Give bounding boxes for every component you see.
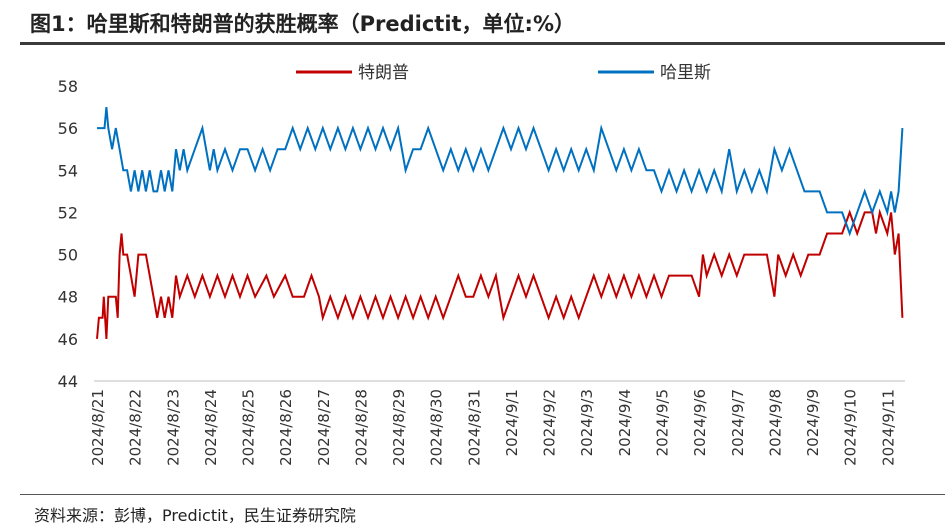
x-tick-label: 2024/9/9 bbox=[804, 389, 822, 456]
y-tick-label-58: 58 bbox=[58, 77, 78, 96]
y-tick-label-52: 52 bbox=[58, 203, 78, 222]
legend-label-1: 哈里斯 bbox=[660, 63, 711, 83]
legend: 特朗普 哈里斯 bbox=[296, 63, 711, 83]
x-tick-label: 2024/9/11 bbox=[879, 389, 897, 466]
x-tick-label: 2024/9/8 bbox=[766, 389, 784, 456]
source-note: 资料来源：彭博，Predictit，民生证券研究院 bbox=[34, 506, 356, 525]
x-tick-label: 2024/8/31 bbox=[465, 389, 483, 466]
y-tick-labels: 44 46 48 50 52 54 56 58 bbox=[58, 77, 78, 391]
y-tick-label-50: 50 bbox=[58, 246, 78, 265]
x-tick-label: 2024/9/3 bbox=[578, 389, 596, 456]
x-tick-label: 2024/8/29 bbox=[390, 389, 408, 466]
x-tick-label: 2024/8/25 bbox=[240, 389, 258, 466]
x-tick-label: 2024/8/28 bbox=[352, 389, 370, 466]
x-tick-label: 2024/8/21 bbox=[89, 389, 107, 466]
x-tick-label: 2024/9/10 bbox=[842, 389, 860, 466]
y-tick-label-44: 44 bbox=[58, 372, 78, 391]
y-tick-label-54: 54 bbox=[58, 161, 78, 180]
legend-label-0: 特朗普 bbox=[358, 63, 409, 83]
x-tick-label: 2024/8/22 bbox=[127, 389, 145, 466]
y-tick-label-56: 56 bbox=[58, 119, 78, 138]
x-tick-label: 2024/8/26 bbox=[277, 389, 295, 466]
y-tick-label-48: 48 bbox=[58, 288, 78, 307]
x-tick-label: 2024/9/6 bbox=[691, 389, 709, 456]
x-tick-label: 2024/9/7 bbox=[729, 389, 747, 456]
series-line-trump bbox=[96, 208, 904, 339]
x-tick-label: 2024/8/27 bbox=[315, 389, 333, 466]
x-tick-label: 2024/9/1 bbox=[503, 389, 521, 456]
series-lines bbox=[96, 107, 904, 339]
x-tick-label: 2024/8/30 bbox=[428, 389, 446, 466]
x-tick-label: 2024/9/5 bbox=[654, 389, 672, 456]
series-line-harris bbox=[97, 107, 904, 237]
y-tick-label-46: 46 bbox=[58, 330, 78, 349]
x-tick-labels: 2024/8/21 2024/8/22 2024/8/23 2024/8/24 2024… bbox=[89, 389, 897, 466]
chart-title: 图1：哈里斯和特朗普的获胜概率（Predictit，单位:%） bbox=[30, 12, 575, 36]
x-tick-label: 2024/8/23 bbox=[164, 389, 182, 466]
x-tick-label: 2024/9/2 bbox=[541, 389, 559, 456]
footer-rule bbox=[20, 494, 945, 495]
title-rule bbox=[20, 42, 945, 45]
x-tick-label: 2024/8/24 bbox=[202, 389, 220, 466]
x-tick-label: 2024/9/4 bbox=[616, 389, 634, 456]
